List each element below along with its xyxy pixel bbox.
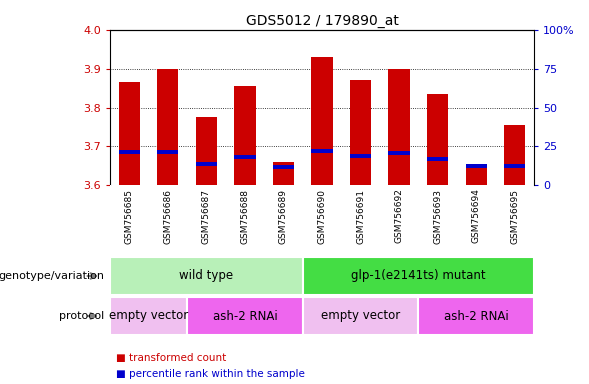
Text: GSM756690: GSM756690 [317,189,326,243]
Text: genotype/variation: genotype/variation [0,271,104,281]
Text: GSM756694: GSM756694 [472,189,481,243]
Text: empty vector: empty vector [321,310,400,323]
Text: GSM756691: GSM756691 [356,189,365,243]
Text: GSM756686: GSM756686 [163,189,173,243]
Bar [303,257,534,295]
Bar [157,69,178,185]
Text: GSM756689: GSM756689 [279,189,288,243]
Text: GSM756695: GSM756695 [510,189,519,243]
Bar [504,125,525,185]
Text: empty vector: empty vector [109,310,188,323]
Text: GSM756693: GSM756693 [433,189,442,243]
Bar [110,297,187,335]
Bar [312,57,333,185]
Bar [427,157,448,161]
Text: ■ transformed count: ■ transformed count [116,353,226,363]
Bar [196,162,217,166]
Bar [350,80,371,185]
Text: wild type: wild type [179,270,233,283]
Bar [389,69,410,185]
Bar [312,149,333,153]
Text: GSM756685: GSM756685 [125,189,134,243]
Bar [418,297,534,335]
Text: ash-2 RNAi: ash-2 RNAi [444,310,508,323]
Text: GSM756687: GSM756687 [202,189,211,243]
Bar [465,167,487,185]
Bar [350,154,371,158]
Bar [118,82,140,185]
Title: GDS5012 / 179890_at: GDS5012 / 179890_at [246,13,398,28]
Bar [196,117,217,185]
Bar [273,165,294,169]
Bar [303,297,418,335]
Bar [110,257,303,295]
Bar [187,297,303,335]
Bar [157,150,178,154]
Text: glp-1(e2141ts) mutant: glp-1(e2141ts) mutant [351,270,486,283]
Bar [234,155,256,159]
Bar [389,151,410,155]
Text: GSM756692: GSM756692 [395,189,403,243]
Bar [118,150,140,154]
Bar [234,86,256,185]
Text: protocol: protocol [59,311,104,321]
Bar [465,164,487,168]
Text: GSM756688: GSM756688 [240,189,249,243]
Bar [273,162,294,185]
Bar [427,94,448,185]
Bar [504,164,525,167]
Text: ■ percentile rank within the sample: ■ percentile rank within the sample [116,369,305,379]
Text: ash-2 RNAi: ash-2 RNAi [213,310,277,323]
